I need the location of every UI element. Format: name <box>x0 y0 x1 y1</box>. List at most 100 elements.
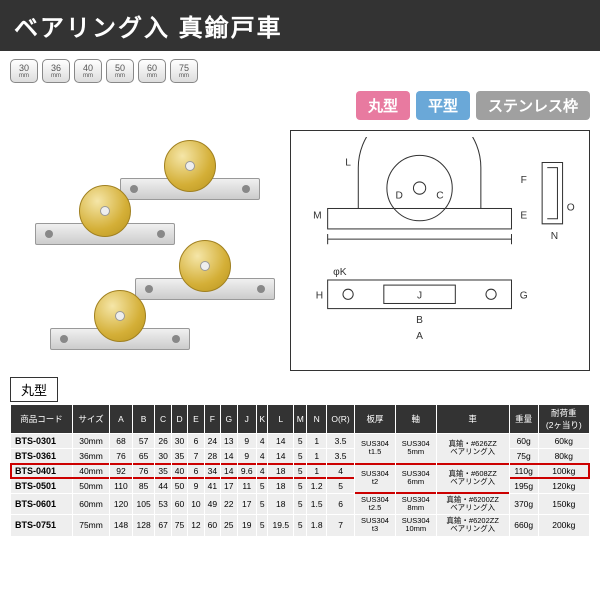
table-cell: 5 <box>294 433 307 448</box>
table-cell: 92 <box>110 463 133 478</box>
table-cell: 41 <box>204 478 220 493</box>
svg-text:E: E <box>520 211 527 222</box>
table-cell: 1 <box>307 433 327 448</box>
table-cell: SUS304t3 <box>355 515 396 537</box>
table-cell: 3.5 <box>326 433 354 448</box>
size-badge: 50mm <box>106 59 134 83</box>
table-cell: 148 <box>110 515 133 537</box>
table-cell: 49 <box>204 493 220 515</box>
page-title: ベアリング入 真鍮戸車 <box>0 0 600 51</box>
svg-text:A: A <box>416 331 423 342</box>
table-cell: 28 <box>204 448 220 463</box>
table-cell: 30mm <box>72 433 109 448</box>
table-cell: 40mm <box>72 463 109 478</box>
table-cell: 34 <box>204 463 220 478</box>
table-cell: 370g <box>509 493 538 515</box>
table-header: C <box>155 404 171 433</box>
svg-text:B: B <box>416 315 423 326</box>
table-cell: 57 <box>132 433 155 448</box>
table-cell: 200kg <box>538 515 589 537</box>
section-label: 丸型 <box>10 377 58 402</box>
table-cell: 19.5 <box>268 515 294 537</box>
table-cell: 75 <box>171 515 187 537</box>
table-header: 商品コード <box>11 404 73 433</box>
table-header: 軸 <box>395 404 436 433</box>
table-cell: 35 <box>155 463 171 478</box>
svg-text:F: F <box>521 175 527 186</box>
size-badge: 60mm <box>138 59 166 83</box>
wheel-image <box>50 290 190 350</box>
table-cell: 6 <box>188 463 204 478</box>
type-badge: ステンレス枠 <box>476 91 590 120</box>
table-cell: BTS-0361 <box>11 448 73 463</box>
table-cell: 110 <box>110 478 133 493</box>
svg-text:M: M <box>313 211 322 222</box>
size-badges-row: 30mm36mm40mm50mm60mm75mm <box>10 59 590 83</box>
table-cell: 1 <box>307 463 327 478</box>
table-cell: 5 <box>257 478 268 493</box>
table-cell: 3.5 <box>326 448 354 463</box>
table-cell: BTS-0501 <box>11 478 73 493</box>
table-cell: 1 <box>307 448 327 463</box>
table-cell: 68 <box>110 433 133 448</box>
table-cell: 50 <box>171 478 187 493</box>
table-header: N <box>307 404 327 433</box>
type-badges-row: 丸型平型ステンレス枠 <box>10 91 590 120</box>
table-cell: SUS3046mm <box>395 463 436 493</box>
table-cell: 11 <box>237 478 257 493</box>
type-badge: 丸型 <box>356 91 410 120</box>
table-header: L <box>268 404 294 433</box>
table-cell: 5 <box>294 463 307 478</box>
table-cell: 26 <box>155 433 171 448</box>
dimension-diagram: LDC MFE φKHJ GBA ON <box>290 130 590 371</box>
table-cell: 7 <box>188 448 204 463</box>
table-header: 耐荷重(2ヶ当り) <box>538 404 589 433</box>
table-cell: 12 <box>188 515 204 537</box>
table-cell: 9.6 <box>237 463 257 478</box>
table-cell: 75g <box>509 448 538 463</box>
table-header: K <box>257 404 268 433</box>
svg-text:φK: φK <box>333 267 347 278</box>
table-cell: 40 <box>171 463 187 478</box>
table-cell: 100kg <box>538 463 589 478</box>
table-cell: 1.5 <box>307 493 327 515</box>
table-cell: 30 <box>171 433 187 448</box>
table-cell: 真鍮・#6200ZZベアリング入 <box>436 493 509 515</box>
table-header: 重量 <box>509 404 538 433</box>
table-cell: 44 <box>155 478 171 493</box>
svg-text:C: C <box>436 190 443 201</box>
table-cell: BTS-0301 <box>11 433 73 448</box>
svg-text:H: H <box>316 290 323 301</box>
table-header: J <box>237 404 257 433</box>
content-area: 30mm36mm40mm50mm60mm75mm 丸型平型ステンレス枠 <box>0 51 600 545</box>
table-header: A <box>110 404 133 433</box>
table-cell: 24 <box>204 433 220 448</box>
table-row: BTS-060160mm12010553601049221751851.56SU… <box>11 493 590 515</box>
table-cell: 53 <box>155 493 171 515</box>
size-badge: 30mm <box>10 59 38 83</box>
table-cell: 14 <box>221 448 237 463</box>
table-cell: 60kg <box>538 433 589 448</box>
table-cell: 18 <box>268 493 294 515</box>
table-cell: 9 <box>188 478 204 493</box>
size-badge: 40mm <box>74 59 102 83</box>
table-row: BTS-040140mm92763540634149.6418514SUS304… <box>11 463 590 478</box>
table-cell: 85 <box>132 478 155 493</box>
table-cell: 22 <box>221 493 237 515</box>
table-cell: 14 <box>221 463 237 478</box>
table-cell: 14 <box>268 448 294 463</box>
table-cell: 60g <box>509 433 538 448</box>
table-cell: 10 <box>188 493 204 515</box>
table-cell: 60 <box>171 493 187 515</box>
table-cell: BTS-0401 <box>11 463 73 478</box>
table-cell: 4 <box>257 448 268 463</box>
table-cell: 7 <box>326 515 354 537</box>
table-header: M <box>294 404 307 433</box>
table-cell: 19 <box>237 515 257 537</box>
table-cell: 120kg <box>538 478 589 493</box>
table-cell: 17 <box>221 478 237 493</box>
table-cell: 80kg <box>538 448 589 463</box>
table-cell: 60mm <box>72 493 109 515</box>
table-cell: SUS30410mm <box>395 515 436 537</box>
size-badge: 75mm <box>170 59 198 83</box>
